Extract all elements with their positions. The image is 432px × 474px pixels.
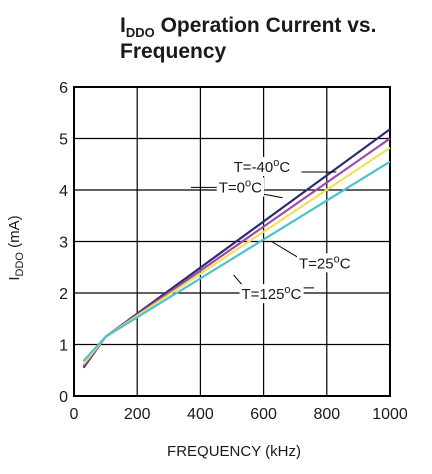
y-tick-label: 6	[59, 80, 68, 97]
annotation-label: T=125oC	[241, 284, 301, 303]
annotation-label-background	[231, 156, 293, 176]
x-axis-label: FREQUENCY (kHz)	[167, 443, 301, 460]
title-prefix-subscript: DDO	[126, 25, 155, 40]
annotation-label-text: T=0	[219, 180, 245, 197]
annotation-3: T=25oC	[271, 241, 353, 273]
annotation-label-unit: C	[279, 159, 290, 176]
annotation-label-degree: o	[334, 253, 340, 265]
x-tick-label: 800	[313, 406, 340, 423]
chart-title-line-2: Frequency	[120, 40, 227, 63]
x-tick-label: 400	[187, 406, 214, 423]
annotation-4: T=125oC	[233, 274, 315, 304]
annotation-label-background	[296, 253, 353, 273]
annotation-label: T=25oC	[299, 253, 351, 272]
annotation-2: T=0oC	[190, 177, 283, 199]
annotation-label-degree: o	[273, 157, 279, 169]
y-axis-label: IDDO (mA)	[6, 215, 26, 280]
x-tick-label: 1000	[372, 406, 408, 423]
annotation-1: T=-40oC	[231, 156, 337, 176]
chart-title-line-1: IDDO Operation Current vs.	[120, 14, 376, 40]
annotation-label-text: T=25	[299, 255, 334, 272]
y-axis-label-main: I	[6, 276, 23, 280]
y-tick-label: 3	[59, 235, 68, 252]
x-tick-label: 200	[124, 406, 151, 423]
annotation-label-text: T=125	[241, 286, 284, 303]
x-tick-label: 600	[250, 406, 277, 423]
series-layer	[82, 128, 391, 369]
y-axis-label-subscript: DDO	[14, 252, 26, 277]
y-axis-label-unit: (mA)	[6, 215, 23, 252]
title-prefix: I	[120, 14, 126, 37]
annotation-label-degree: o	[284, 284, 290, 296]
annotation-label-background	[239, 284, 304, 304]
tick-labels: 0 200 400 600 800 1000 0 1 2 3 4 5 6	[59, 80, 408, 423]
y-tick-label: 5	[59, 132, 68, 149]
annotation-label-unit: C	[251, 180, 262, 197]
x-tick-label: 0	[70, 406, 79, 423]
y-tick-label: 1	[59, 338, 68, 355]
series-line-4	[82, 160, 391, 362]
annotation-label-unit: C	[340, 255, 351, 272]
annotation-label-unit: C	[291, 286, 302, 303]
title-line-1-rest: Operation Current vs.	[155, 14, 377, 37]
annotation-label-text: T=-40	[234, 159, 274, 176]
y-tick-label: 0	[59, 389, 68, 406]
annotation-label: T=0oC	[219, 178, 262, 197]
annotation-label-background	[216, 177, 265, 197]
grid	[74, 87, 390, 396]
annotation-label: T=-40oC	[234, 157, 291, 176]
annotation-label-degree: o	[245, 178, 251, 190]
y-tick-label: 4	[59, 183, 68, 200]
annotation-leader-line	[271, 241, 300, 259]
y-tick-label: 2	[59, 286, 68, 303]
